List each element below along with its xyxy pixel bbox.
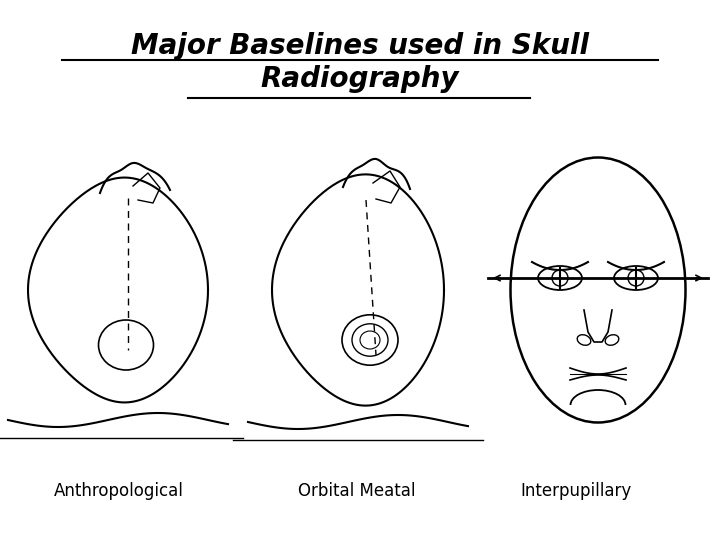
Text: Radiography: Radiography <box>261 65 459 93</box>
Text: Interpupillary: Interpupillary <box>521 482 631 500</box>
Text: Anthropological: Anthropological <box>54 482 184 500</box>
Text: Orbital Meatal: Orbital Meatal <box>297 482 415 500</box>
Text: Major Baselines used in Skull: Major Baselines used in Skull <box>131 32 589 60</box>
